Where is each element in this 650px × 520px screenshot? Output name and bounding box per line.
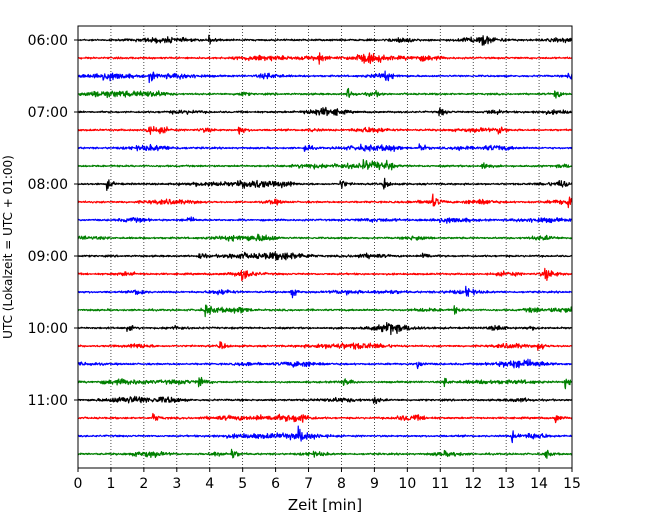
- x-tick-label: 1: [106, 476, 115, 492]
- ticks: 0 1 2 3 4 5 6 7 8 9 10 11 12 13 14 1506:0007:0008:0009:…: [28, 33, 581, 492]
- y-tick-label: 06:00: [28, 33, 68, 49]
- trace-0630: [77, 70, 573, 84]
- x-tick-label: 11: [431, 476, 449, 492]
- x-tick-label: 13: [497, 476, 515, 492]
- trace-0715: [77, 125, 573, 135]
- trace-1100: [77, 395, 573, 405]
- trace-1015: [77, 340, 573, 351]
- trace-0645: [77, 87, 573, 99]
- x-tick-label: 9: [370, 476, 379, 492]
- x-tick-label: 14: [530, 476, 548, 492]
- x-tick-label: 3: [172, 476, 181, 492]
- x-tick-label: 6: [271, 476, 280, 492]
- trace-0930: [77, 285, 573, 299]
- trace-0900: [77, 251, 573, 261]
- y-tick-label: 07:00: [28, 105, 68, 121]
- y-tick-label: 11:00: [28, 393, 68, 409]
- x-axis-label: Zeit [min]: [288, 496, 362, 514]
- trace-0615: [77, 52, 573, 65]
- trace-0700: [77, 106, 573, 117]
- trace-1130: [77, 425, 573, 444]
- traces: [77, 34, 573, 459]
- trace-1145: [77, 448, 573, 459]
- trace-1000: [77, 321, 573, 336]
- y-axis-label: UTC (Lokalzeit = UTC + 01:00): [1, 155, 15, 339]
- trace-1115: [77, 412, 573, 424]
- x-tick-label: 8: [337, 476, 346, 492]
- plot-frame: [77, 25, 573, 469]
- trace-0815: [77, 193, 573, 209]
- trace-0600: [77, 34, 573, 46]
- trace-1045: [77, 376, 573, 390]
- trace-0915: [77, 267, 573, 282]
- x-tick-label: 10: [398, 476, 416, 492]
- y-tick-label: 08:00: [28, 177, 68, 193]
- trace-0730: [77, 143, 573, 153]
- trace-0800: [77, 177, 573, 192]
- x-tick-label: 12: [464, 476, 482, 492]
- y-tick-label: 09:00: [28, 249, 68, 265]
- x-tick-label: 2: [139, 476, 148, 492]
- x-tick-label: 0: [74, 476, 83, 492]
- x-tick-label: 4: [205, 476, 214, 492]
- trace-0845: [77, 233, 573, 242]
- trace-1030: [77, 358, 573, 370]
- x-tick-label: 7: [304, 476, 313, 492]
- y-tick-label: 10:00: [28, 321, 68, 337]
- trace-0830: [77, 216, 573, 224]
- x-tick-label: 15: [563, 476, 581, 492]
- trace-0945: [77, 304, 573, 318]
- trace-0745: [77, 159, 573, 171]
- x-tick-label: 5: [238, 476, 247, 492]
